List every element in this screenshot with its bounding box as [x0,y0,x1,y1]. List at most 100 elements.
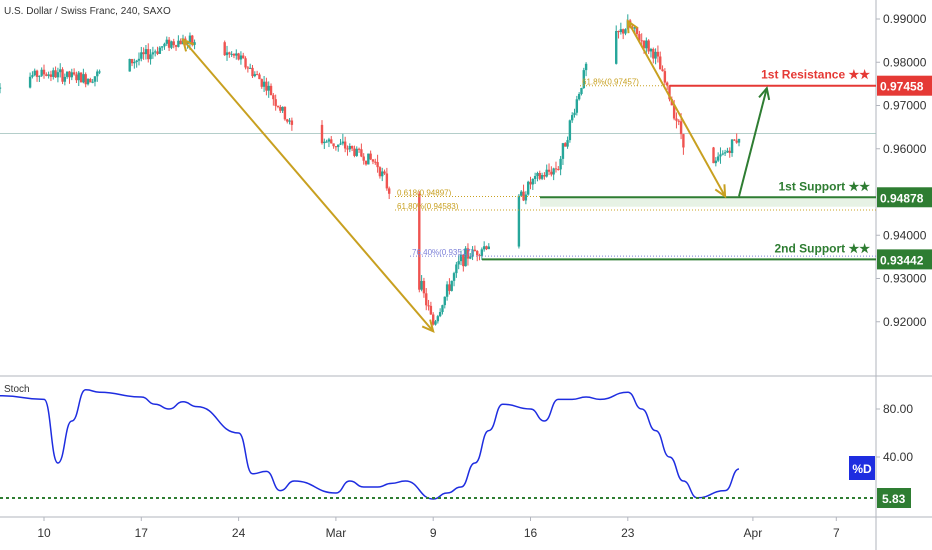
candle-body [545,169,548,177]
candle-body [552,168,555,175]
stochastic-pane: Stoch 80.00 40.00 5.83 %D [0,384,913,509]
price-tick-label: 0.97000 [883,99,927,113]
candle-body [418,193,421,290]
trend-arrow [626,20,726,197]
candle-body [520,191,523,196]
candle-body [332,143,335,147]
candle-body [70,72,73,78]
candle-body [735,140,738,143]
candle-body [59,69,62,73]
candle-body [672,105,676,119]
candle-body [320,124,324,144]
candle-body [325,141,328,143]
candle-body [177,40,180,47]
level-label: 2nd Support ★★ [774,241,870,255]
candle-body [28,76,32,88]
price-tick-label: 0.93000 [883,272,927,286]
candle-body [276,105,280,107]
candle-body [262,81,266,87]
candle-body [52,70,55,77]
candle-body [550,171,553,175]
candle-body [251,67,254,77]
candle-body [235,53,238,56]
trend-arrow [182,39,434,332]
candle-body [635,26,639,35]
candle-body [260,79,263,87]
candle-body [659,56,662,70]
candle-body [638,34,641,41]
candle-body [246,67,250,69]
candle-body [330,139,333,144]
fib-level-label: 61.80%(0.94583) [397,202,459,211]
candle-body [188,35,192,43]
candle-body [369,153,372,160]
candle-body [383,171,386,174]
candle-body [624,29,627,34]
candle-body [448,284,451,291]
candle-body [540,175,544,179]
candle-body [191,35,194,45]
candle-body [133,61,136,64]
candle-body [473,249,477,252]
candle-body [327,139,331,142]
candle-body [733,139,736,141]
candle-body [469,256,472,259]
candle-body [471,249,474,257]
candle-body [72,72,76,75]
time-tick-label: 16 [524,526,538,540]
candle-body [466,248,470,259]
candle-body [255,74,259,76]
candle-body [645,40,648,49]
candle-body [154,51,157,53]
candle-body [728,150,731,154]
candle-body [82,74,85,83]
candle-body [619,29,623,33]
candle-body [86,79,90,85]
level-price-tag [877,187,932,208]
candle-body [476,251,479,256]
candle-body [160,46,164,48]
candle-body [239,55,243,60]
candle-body [432,314,435,325]
candle-body [726,150,729,153]
annotations: 61.8%(0.97457) 0.618(0.94897) 61.80%(0.945… [181,19,932,334]
candle-body [362,156,365,161]
candle-body [654,51,657,59]
candle-body [422,280,426,294]
candle-body [719,154,722,157]
stoch-legend-badge [849,456,875,480]
candle-body [96,71,99,77]
candle-body [42,69,46,75]
level-price-value: 0.94878 [880,191,924,205]
candle-body [737,138,741,143]
fib-level-label: 61.8%(0.97457) [582,78,639,87]
candle-body [436,316,440,322]
candle-body [714,160,718,164]
candle-body [128,59,131,72]
fib-level-label: 0.618(0.94897) [397,188,452,197]
candle-body [526,181,530,195]
candle-body [158,47,162,54]
candle-body [230,53,233,55]
candle-body [33,70,36,76]
candle-body [633,26,636,29]
candle-body [283,106,287,120]
stoch-title: Stoch [4,384,30,395]
time-tick-label: 17 [135,526,149,540]
time-tick-label: 9 [430,526,437,540]
candle-body [38,75,41,77]
candle-body [346,148,349,150]
candle-body [485,246,488,250]
price-axis: 0.99000 0.98000 0.97000 0.96000 0.94000 0.930… [876,12,927,329]
candle-body [536,172,539,177]
candle-body [533,176,537,179]
candle-body [45,74,48,76]
support-zone [540,197,876,207]
candle-body [445,284,449,297]
candle-body [89,79,92,83]
candle-body [367,153,370,165]
candle-body [267,85,270,91]
candle-body [429,305,433,315]
